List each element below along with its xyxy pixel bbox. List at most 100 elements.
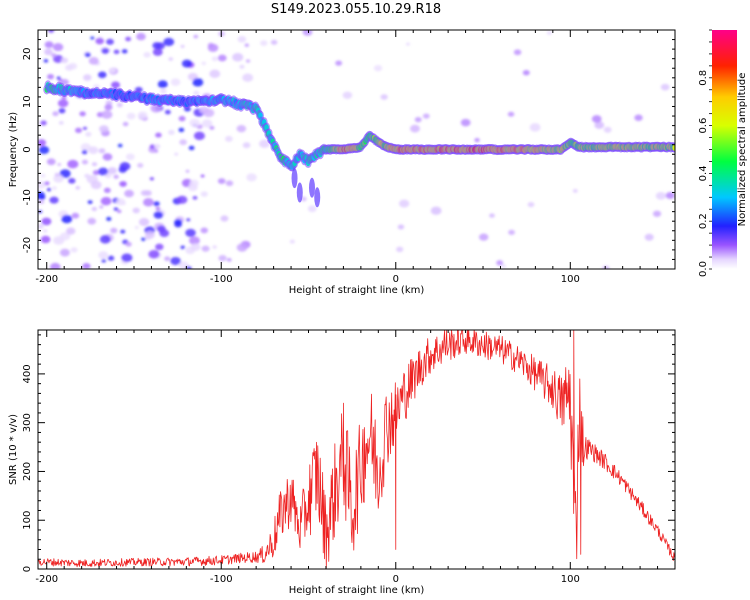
noise-blob <box>496 260 504 266</box>
noise-blob <box>148 249 160 259</box>
noise-blob <box>200 174 205 178</box>
noise-blob <box>101 47 110 54</box>
noise-blob <box>192 195 198 200</box>
noise-blob <box>121 253 133 263</box>
spectrogram-noise <box>38 30 675 269</box>
noise-blob <box>185 266 192 269</box>
noise-blob <box>373 64 383 72</box>
noise-blob <box>188 145 195 151</box>
noise-blob <box>38 191 46 200</box>
noise-blob <box>125 36 132 42</box>
noise-blob <box>193 90 200 96</box>
noise-blob <box>258 139 270 148</box>
noise-blob <box>95 37 105 45</box>
snr-series-line <box>38 330 675 569</box>
noise-blob <box>634 114 643 122</box>
noise-blob <box>225 180 234 187</box>
noise-blob <box>38 199 45 205</box>
noise-blob <box>430 206 442 215</box>
noise-blob <box>406 42 410 46</box>
noise-blob <box>527 201 535 208</box>
noise-blob <box>203 108 215 118</box>
noise-blob <box>239 64 245 69</box>
noise-blob <box>61 214 73 224</box>
noise-blob <box>217 54 227 62</box>
noise-blob <box>83 74 92 81</box>
noise-blob <box>159 229 170 237</box>
spectrogram-xtick-label: -100 <box>210 274 233 285</box>
colorbar: 0.0 0.2 0.4 0.6 0.8 Normalized spectral ampli… <box>698 29 748 277</box>
spectrogram-ytick-label: 10 <box>22 95 33 108</box>
noise-blob <box>137 111 148 119</box>
spectrogram-frame <box>37 29 676 270</box>
noise-blob <box>190 243 201 251</box>
noise-blob <box>260 40 268 46</box>
noise-blob <box>134 225 139 230</box>
noise-blob <box>474 138 480 143</box>
noise-blob <box>49 196 59 204</box>
noise-blob <box>142 198 154 207</box>
noise-blob <box>155 42 165 50</box>
noise-blob <box>513 49 522 56</box>
noise-blob <box>176 195 188 204</box>
noise-blob <box>155 132 162 138</box>
spectrogram-ytick-label: -20 <box>22 237 33 253</box>
noise-blob <box>46 187 52 192</box>
noise-blob <box>106 38 114 45</box>
noise-blob <box>58 108 66 114</box>
noise-blob <box>594 121 605 129</box>
noise-blob <box>644 233 654 241</box>
noise-blob <box>65 64 74 71</box>
noise-blob <box>41 217 52 226</box>
noise-blob <box>144 231 155 239</box>
colorbar-scale <box>712 30 737 269</box>
noise-blob <box>88 57 99 65</box>
noise-blob <box>501 264 507 268</box>
noise-blob <box>180 44 185 48</box>
figure-title: S149.2023.055.10.29.R18 <box>270 2 442 17</box>
noise-blob <box>85 131 92 137</box>
noise-blob <box>40 120 47 126</box>
ridge-smear <box>308 177 315 198</box>
noise-blob <box>193 34 199 39</box>
noise-blob <box>164 256 171 262</box>
noise-blob <box>44 41 54 49</box>
noise-blob <box>58 120 64 125</box>
noise-blob <box>98 148 106 154</box>
ridge-smear <box>296 182 303 203</box>
noise-blob <box>87 200 93 205</box>
noise-blob <box>38 180 46 189</box>
colorbar-tick-label: 0.8 <box>698 70 709 86</box>
noise-blob <box>117 143 123 148</box>
noise-blob <box>53 174 64 183</box>
noise-blob <box>180 245 186 250</box>
spectral-ridge <box>43 80 675 208</box>
noise-blob <box>242 73 254 82</box>
noise-blob <box>181 59 193 68</box>
noise-blob <box>90 180 102 190</box>
noise-blob <box>232 52 244 62</box>
noise-blob <box>40 173 46 178</box>
noise-blob <box>66 227 76 235</box>
noise-blob <box>508 229 515 235</box>
noise-blob <box>59 248 70 257</box>
colorbar-tick-label: 0.6 <box>698 118 709 134</box>
noise-blob <box>68 178 76 184</box>
noise-blob <box>192 78 204 87</box>
noise-blob <box>220 215 229 222</box>
noise-blob <box>113 207 119 211</box>
noise-blob <box>113 174 119 179</box>
noise-blob <box>226 258 232 262</box>
noise-blob <box>193 131 205 141</box>
noise-blob <box>116 102 123 108</box>
noise-blob <box>149 177 155 181</box>
noise-blob <box>242 142 251 149</box>
noise-blob <box>107 255 115 261</box>
noise-blob <box>397 224 405 230</box>
noise-blob <box>200 191 208 197</box>
ridge-core <box>672 144 675 151</box>
noise-blob <box>507 111 515 117</box>
noise-blob <box>40 235 51 244</box>
spectrogram-ytick-label: 0 <box>22 146 33 152</box>
